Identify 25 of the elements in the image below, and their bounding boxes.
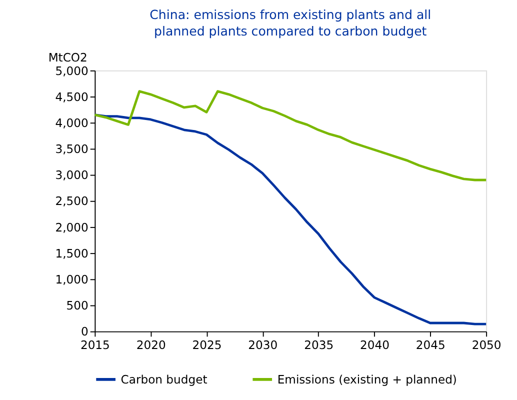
y-tick-label: 5,000 — [55, 64, 88, 78]
x-tick-label: 2035 — [304, 338, 334, 352]
x-tick-label: 2045 — [416, 338, 446, 352]
line-series — [93, 90, 488, 182]
y-tick-label: 1,500 — [55, 246, 88, 260]
y-tick-label: 3,000 — [55, 168, 88, 182]
line-series — [93, 114, 488, 326]
x-tick-label: 2030 — [248, 338, 278, 352]
y-tick-label: 4,000 — [55, 116, 88, 130]
legend-label: Emissions (existing + planned) — [277, 372, 457, 386]
x-tick-label: 2025 — [192, 338, 222, 352]
y-axis-title: MtCO2 — [48, 50, 88, 65]
x-tick-label: 2050 — [472, 338, 502, 352]
y-tick-label: 2,500 — [55, 194, 88, 208]
legend-label: Carbon budget — [120, 372, 208, 386]
y-tick-label: 500 — [66, 298, 88, 313]
y-tick-label: 2,000 — [55, 220, 88, 234]
x-tick-label: 2015 — [80, 338, 110, 352]
y-tick-label: 0 — [81, 324, 88, 339]
y-tick-label: 4,500 — [55, 90, 88, 104]
chart-title: China: emissions from existing plants and all planned plants compared to carbon budget — [150, 7, 432, 39]
x-tick-label: 2040 — [360, 338, 390, 352]
y-tick-label: 3,500 — [55, 142, 88, 156]
y-tick-label: 1,000 — [55, 272, 88, 287]
x-tick-label: 2020 — [136, 338, 166, 352]
